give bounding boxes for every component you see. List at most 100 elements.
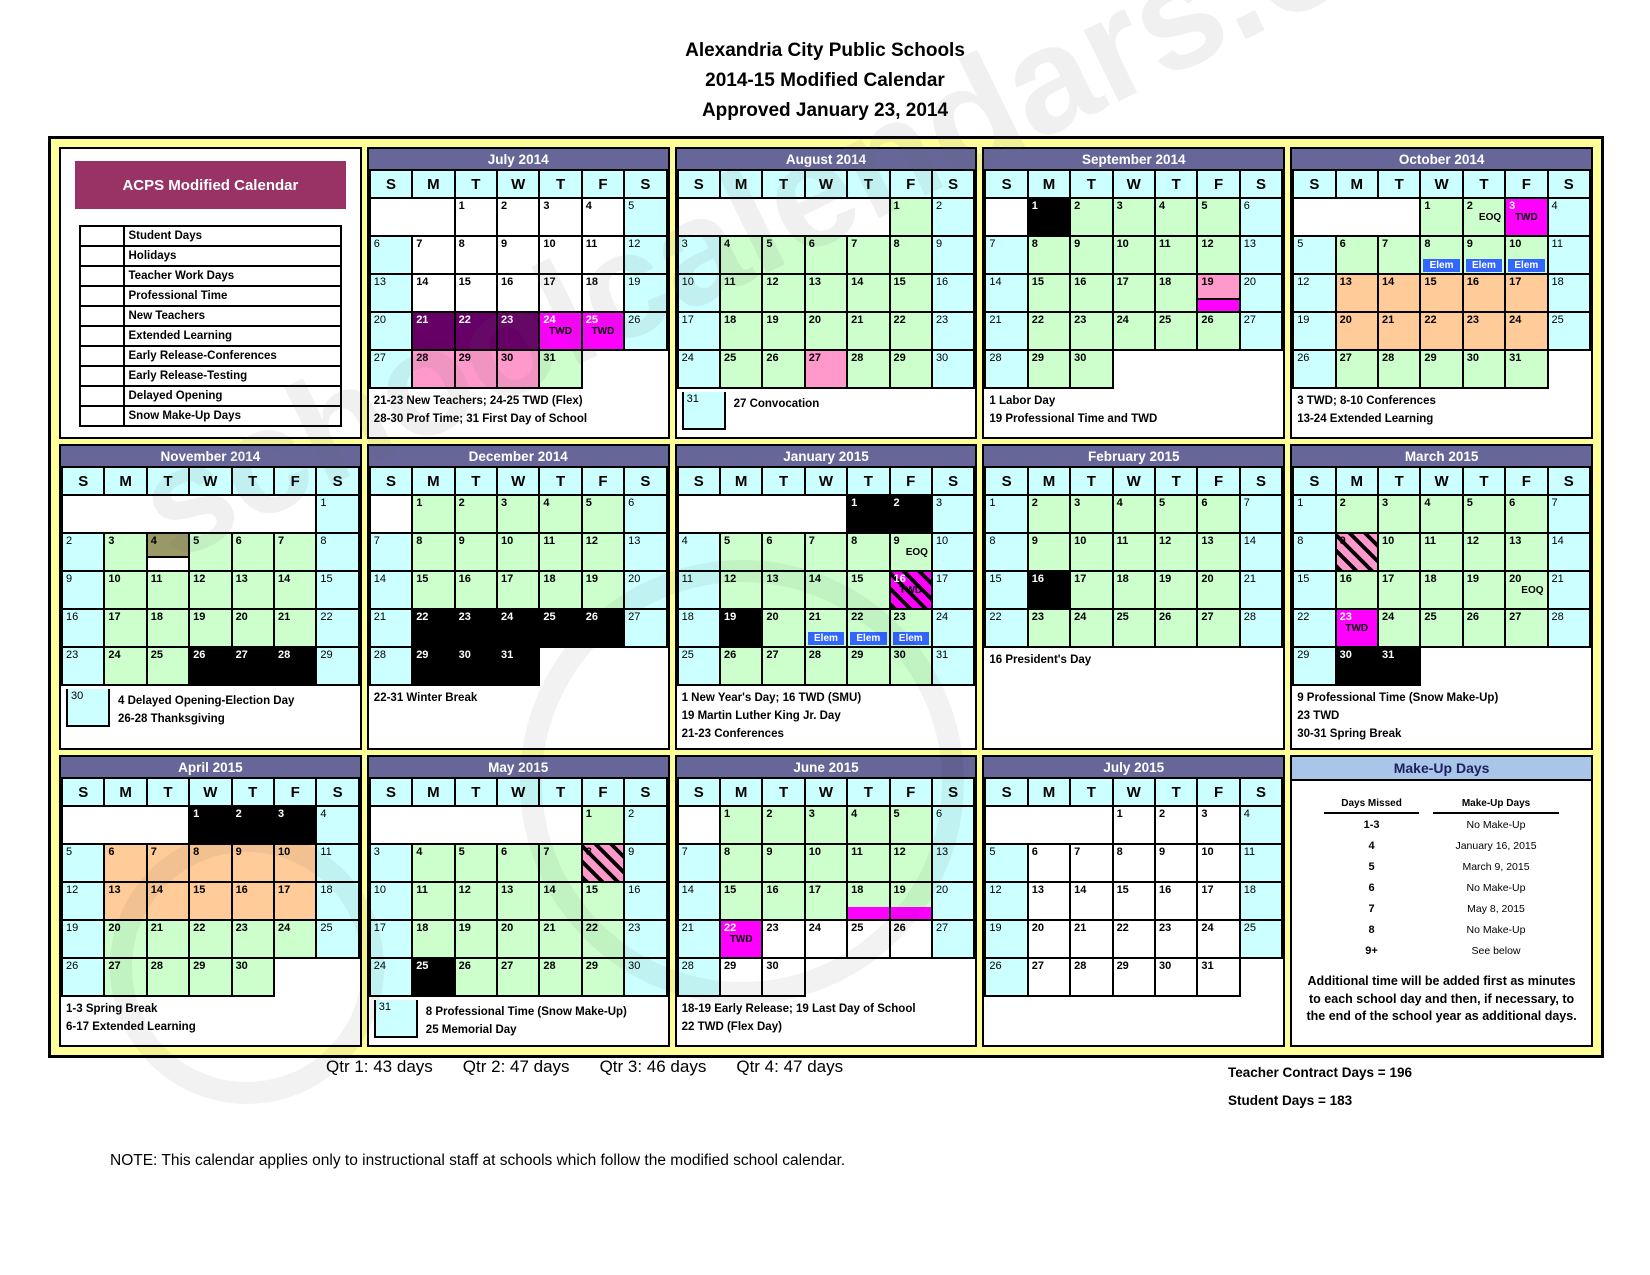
day-number: 3	[681, 238, 688, 250]
day-number: 15	[851, 573, 864, 585]
title-line-3: Approved January 23, 2014	[701, 100, 949, 121]
day-cell: 14	[1376, 273, 1422, 313]
day-number: 23	[1158, 922, 1172, 934]
day-cell: 16	[930, 273, 976, 313]
day-cell: 23	[1069, 311, 1114, 351]
week-row: 5 6 7 8 9 10 11	[60, 843, 360, 883]
day-number: 10	[277, 846, 291, 858]
note-line: 27 Convocation	[733, 398, 820, 410]
day-cell: 17	[1376, 570, 1422, 610]
week-row: 23 24 25 26 27 28 29	[60, 646, 360, 686]
day-cell: 7	[1546, 494, 1591, 534]
day-cell: 19	[188, 608, 233, 648]
day-cell: 10	[272, 843, 318, 883]
day-cell: 13	[761, 570, 806, 610]
month-title: October 2014	[1292, 149, 1591, 169]
day-number: 26	[766, 352, 779, 364]
day-number: 5	[193, 535, 200, 547]
day-number: 18	[320, 884, 333, 896]
day-cell: 1	[718, 805, 764, 845]
day-number: 20	[1243, 276, 1256, 288]
day-number: 20	[808, 314, 822, 326]
day-cell: 4	[846, 805, 891, 845]
makeup-col-makeup-days: Make-Up Days	[1432, 797, 1560, 814]
day-number: 2	[1031, 497, 1038, 509]
day-cell: 25	[1238, 919, 1284, 959]
day-cell: 8	[1111, 843, 1156, 883]
day-cell: 11	[411, 881, 456, 921]
day-number: 20	[108, 922, 121, 934]
day-cell: 22	[984, 608, 1029, 648]
day-number: 1	[193, 808, 200, 820]
day-number: 5	[66, 846, 73, 858]
day-number: 14	[1243, 535, 1256, 547]
dow-cell: M	[718, 169, 764, 199]
day-cell: 13	[368, 273, 414, 313]
dow-cell: T	[230, 777, 275, 807]
day-number: 27	[500, 960, 514, 972]
legend-label: Student Days	[122, 225, 343, 247]
day-cell: 11	[1238, 843, 1284, 883]
day-number: 20	[935, 884, 949, 896]
day-cell: 27	[761, 646, 806, 686]
dow-cell: F	[888, 777, 933, 807]
day-number: 2	[766, 808, 773, 820]
day-cell: 4	[1419, 494, 1464, 534]
day-cell: 3	[803, 805, 849, 845]
legend-row: Extended Learning	[78, 325, 343, 347]
day-cell: 13	[1026, 881, 1072, 921]
week-row: 15 16 17 18 19 20 EOQ 21	[1292, 570, 1591, 610]
week-row: 21 22 TWD 23 24 25 26 27	[676, 919, 976, 959]
day-number: 15	[1116, 884, 1129, 896]
day-number: 18	[851, 884, 864, 896]
day-cell: 13	[1238, 235, 1284, 275]
open-area	[1547, 350, 1590, 388]
day-number: 11	[1116, 535, 1129, 547]
calendar-table: S M T W T F S 1 2 3 4 5 6 7 8 9 10 11 12 13 14 15 16 17 18 19 20 21…	[676, 169, 976, 389]
day-cell: 25 TWD	[580, 311, 626, 351]
day-number: 20	[235, 611, 248, 623]
day-cell: 7	[676, 843, 721, 883]
day-cell: 9	[60, 570, 106, 610]
legend-swatch	[78, 265, 125, 287]
day-number: 4	[416, 846, 423, 858]
day-cell: 15	[411, 570, 456, 610]
calendar-table: S M T W T F S 1 2 3 4 5 6 7 8 9 10 11 12 13 14 15 16 17 18 19 20 EO…	[1292, 466, 1591, 686]
qtr1-days: Qtr 1: 43 days	[326, 1057, 433, 1076]
day-cell: 6	[761, 532, 806, 572]
blank-cell	[984, 197, 1029, 237]
day-number: 2	[935, 200, 943, 212]
day-cell: 14	[1546, 532, 1591, 572]
day-number: 19	[1466, 573, 1479, 585]
day-cell: 6	[230, 532, 275, 572]
note-line: 21-23 New Teachers; 24-25 TWD (Flex)	[373, 395, 583, 407]
week-row: 8 9 10 11 12 13 14	[1292, 532, 1591, 572]
day-cell: 11	[1111, 532, 1156, 572]
dow-cell: S	[984, 169, 1029, 199]
makeup-day-value: May 8, 2015	[1467, 902, 1525, 915]
day-number: 19	[723, 611, 737, 623]
day-number: 25	[1158, 314, 1172, 326]
calendar-table: S M T W T F S 1 2 3 4 5 6 7 8 9 10 11 12 13 14 15 16 17 18 19 20 21…	[60, 777, 360, 997]
day-cell: 9 Elem	[1461, 235, 1507, 275]
day-number: 3	[1509, 200, 1516, 212]
day-cell: 30	[453, 646, 498, 686]
day-number: 9	[1158, 846, 1166, 858]
day-number: 24	[1116, 314, 1129, 326]
legend-swatch	[78, 305, 125, 327]
month-september-2014: September 2014 S M T W T F S 1 2 3 4 5 6 7 8 9 10 11 12 13 14…	[982, 147, 1286, 439]
day-cell: 14	[803, 570, 849, 610]
day-cell: 10	[1069, 532, 1114, 572]
day-cell: 13	[1196, 532, 1241, 572]
dow-cell: T	[1069, 169, 1114, 199]
open-area	[539, 647, 667, 685]
teacher-contract-days: Teacher Contract Days = 196	[1228, 1065, 1412, 1080]
day-number: 7	[851, 238, 858, 250]
day-cell: 26	[580, 608, 626, 648]
day-cell: 28	[1546, 608, 1591, 648]
day-number: 5	[766, 238, 773, 250]
week-row: 21 22 23 24 25 26 27	[984, 311, 1284, 351]
day-cell: 14	[368, 570, 414, 610]
blank-cell	[368, 805, 583, 845]
